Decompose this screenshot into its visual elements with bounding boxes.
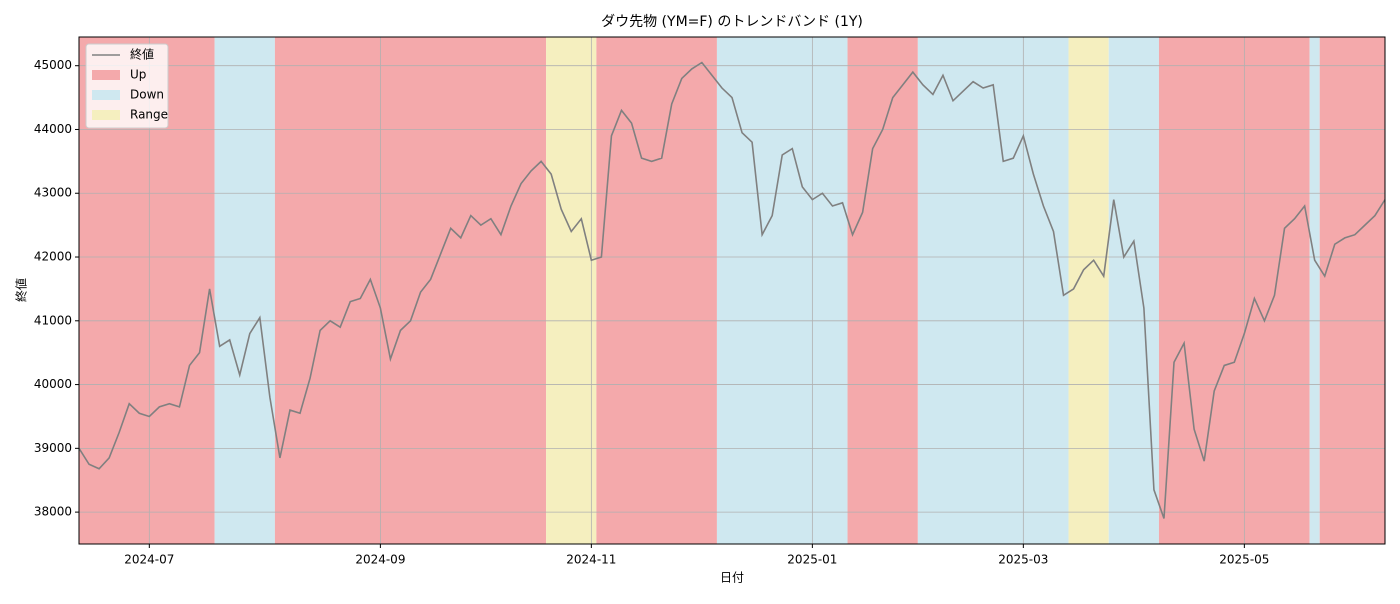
regime-band — [1068, 37, 1109, 544]
legend-label: Range — [130, 108, 168, 122]
legend-patch — [92, 90, 120, 100]
x-tick-label: 2024-09 — [355, 553, 405, 567]
legend-box — [85, 43, 169, 129]
x-tick-label: 2024-11 — [566, 553, 616, 567]
y-tick-label: 40000 — [34, 377, 72, 391]
y-tick-label: 44000 — [34, 122, 72, 136]
y-tick-label: 43000 — [34, 186, 72, 200]
legend-label: Up — [130, 68, 146, 82]
regime-band — [1309, 37, 1320, 544]
y-axis-label: 終値 — [14, 278, 29, 302]
regime-band — [546, 37, 597, 544]
lines — [78, 61, 1386, 519]
x-tick-label: 2025-01 — [787, 553, 837, 567]
regime-band — [1319, 37, 1385, 544]
y-tick-label: 41000 — [34, 313, 72, 327]
legend-patch — [92, 70, 120, 80]
regime-band — [214, 37, 275, 544]
legend-patch — [92, 110, 120, 120]
price-line — [78, 61, 1386, 519]
y-tick-label: 42000 — [34, 250, 72, 264]
regime-band — [1158, 37, 1310, 544]
y-tick-label: 39000 — [34, 441, 72, 455]
regime-band — [917, 37, 1069, 544]
bands — [79, 37, 1385, 544]
regime-band — [596, 37, 717, 544]
plot-frame — [78, 36, 1386, 545]
regime-band — [274, 37, 547, 544]
legend-label: Down — [130, 88, 164, 102]
x-axis-label: 日付 — [720, 571, 744, 585]
legend-label: 終値 — [130, 47, 154, 62]
x-tick-label: 2025-05 — [1219, 553, 1269, 567]
y-tick-label: 45000 — [34, 58, 72, 72]
legend: 終値 Up Down Range — [85, 43, 169, 129]
regime-band — [847, 37, 918, 544]
regime-band — [1108, 37, 1159, 544]
chart-title: ダウ先物 (YM=F) のトレンドバンド (1Y) — [601, 14, 863, 30]
x-tick-label: 2025-03 — [998, 553, 1048, 567]
grid — [79, 37, 1385, 544]
y-tick-label: 38000 — [34, 505, 72, 519]
x-tick-label: 2024-07 — [124, 553, 174, 567]
